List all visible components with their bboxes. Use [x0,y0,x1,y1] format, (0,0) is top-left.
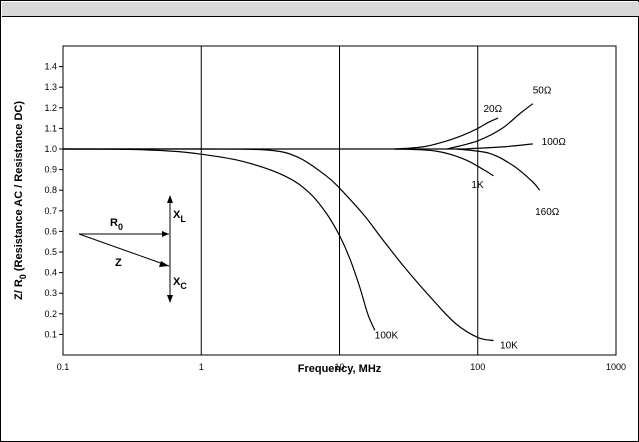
xl-arrowhead [167,195,173,203]
y-tick-label-0.4: 0.4 [44,268,57,278]
y-tick-label-0.3: 0.3 [44,288,57,298]
x-axis-title: Frequency, MHz [298,363,382,375]
x-tick-label-1: 1 [199,362,204,372]
impedance-triangle-inset: R0 Z XL XC [78,195,187,303]
xc-arrowhead [167,295,173,303]
y-tick-label-0.6: 0.6 [44,226,57,236]
series-line-20Ω [394,117,499,150]
series-label-160Ω: 160Ω [535,207,560,218]
series-line-1K [394,148,494,177]
series-line-100K [62,148,376,331]
y-tick-label-0.9: 0.9 [44,165,57,175]
r0-arrowhead [162,231,169,237]
y-tick-label-0.1: 0.1 [44,329,57,339]
x-tick-label-1000: 1000 [606,362,626,372]
series-line-160Ω [456,148,541,191]
curve-layer [62,103,541,342]
series-label-100K: 100K [375,330,399,341]
y-tick-label-1.0: 1.0 [44,144,57,154]
y-tick-label-0.5: 0.5 [44,247,57,257]
x-tick-label-10: 10 [334,362,344,372]
series-label-10K: 10K [500,341,518,352]
top-band [2,2,639,17]
z-label: Z [115,257,122,269]
y-tick-label-1.1: 1.1 [44,123,57,133]
series-line-100Ω [464,143,533,150]
z-vector [78,233,170,267]
xc-label: XC [173,276,187,291]
y-tick-label-0.7: 0.7 [44,206,57,216]
y-tick-label-1.2: 1.2 [44,103,57,113]
z-arrowhead [159,261,169,267]
xl-label: XL [173,209,186,224]
y-tick-label-1.3: 1.3 [44,82,57,92]
series-line-50Ω [446,103,534,150]
series-label-20Ω: 20Ω [483,104,502,115]
series-label-1K: 1K [471,180,484,191]
plot-area-border [62,45,617,356]
series-label-50Ω: 50Ω [533,85,552,96]
r0-label: R0 [110,217,123,232]
grid-layer [59,46,479,355]
y-tick-label-0.2: 0.2 [44,309,57,319]
y-axis-title: Z/ R0 (Resistance AC / Resistance DC) [13,101,28,300]
label-layer: 0.1 1 10 100 1000 0.1 0.2 0.3 0.4 0.5 0.6 0.7 0.8 0.9… [44,62,626,372]
chart: 0.1 1 10 100 1000 0.1 0.2 0.3 0.4 0.5 0.6 0.7 0.8 0.9… [13,45,626,375]
x-tick-label-0.1: 0.1 [57,362,70,372]
x-tick-label-100: 100 [470,362,485,372]
y-tick-label-0.8: 0.8 [44,185,57,195]
series-line-10K [62,148,494,342]
series-label-100Ω: 100Ω [542,137,567,148]
y-tick-label-1.4: 1.4 [44,62,57,72]
